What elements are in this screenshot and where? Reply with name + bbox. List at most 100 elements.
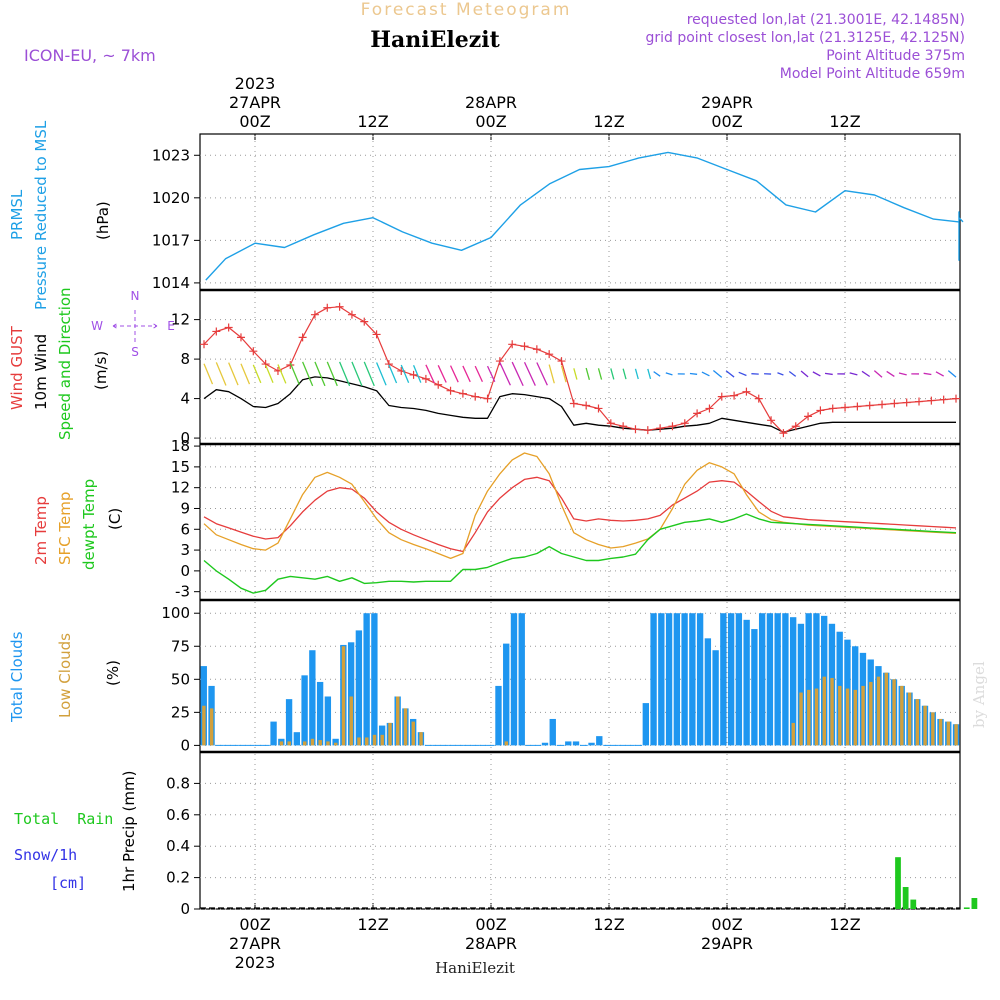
wind-gust-marker [212,327,221,336]
wind-gust-marker [828,404,837,413]
wind-gust-marker [779,429,788,438]
wind-gust-marker [890,399,899,408]
wind-gust-marker [915,397,924,406]
wind-gust-marker [409,370,418,379]
wind-direction-arrow [474,365,484,382]
precip-panel: 0 0.2 0.4 0.6 0.8 [166,754,978,918]
wind-direction-arrow [363,361,375,387]
cloud-low-bar [504,741,509,746]
wind-gust-marker [224,323,233,332]
wind-compass: N S W E [91,289,175,359]
wind-direction-arrow [252,364,262,384]
wind-gust-marker [791,422,800,431]
y-tick-label: 75 [171,637,190,655]
wind-direction-arrow [351,361,363,387]
pressure-unit: (hPa) [94,201,112,240]
top-axis-label: 12Z [357,112,388,131]
cloud-low-bar [372,734,377,746]
y-tick-label: 9 [180,499,190,517]
wind-gust-marker [656,424,665,433]
cloud-low-bar [326,741,330,746]
y-tick-label: 6 [180,520,190,538]
cloud-low-bar [202,705,206,746]
bottom-axis-label: 12Z [593,915,624,934]
cloud-total-bar [650,613,657,746]
wind-gust-marker [520,342,529,351]
wind-direction-arrow [701,371,710,377]
meteogram-subtitle: Forecast Meteogram [361,0,572,20]
credit-text: by Angel [970,661,988,728]
wind-direction-arrow [665,372,673,376]
wind-direction-arrow [647,368,652,380]
cloud-low-bar [349,696,353,746]
y-tick-label: 4 [180,390,190,408]
cloud-low-bar [279,741,284,746]
top-axis-label: 00Z [711,112,742,131]
wind-direction-arrow [898,372,907,376]
wind-direction-arrow [777,372,784,376]
cloud-total-bar [518,613,525,746]
cloud-low-bar [946,721,951,746]
rain-bar [971,898,978,909]
clouds-unit: (%) [104,660,122,686]
top-axis-label: 00Z [239,112,270,131]
wind-direction-arrow [265,364,274,384]
wind-gust-marker [532,345,541,354]
cloud-total-bar [549,718,556,746]
wind-gust-marker [730,391,739,400]
rain-bar [910,899,917,909]
cloud-low-bar [334,742,338,746]
location-title: HaniElezit [370,27,500,53]
wind-gust-marker [952,394,960,403]
wind-direction-arrow [560,365,567,383]
wind-gust-marker [569,399,578,408]
cloud-total-bar [751,629,758,746]
cloud-low-bar [845,688,850,746]
wind-gust-marker [631,425,640,434]
cloud-low-bar [209,708,214,746]
cloud-total-bar [774,613,781,746]
model-name: ICON-EU, ~ 7km [24,46,156,65]
temp-label-sfc: SFC Temp [56,492,74,565]
wind-direction-arrow [689,372,698,375]
cloud-low-bar [861,685,865,746]
y-tick-label: 12 [171,479,190,497]
wind-direction-arrow [597,368,603,380]
wind-direction-arrow [935,371,944,377]
cloud-total-bar [766,613,774,746]
wind-gust-marker [606,419,615,428]
bottom-axis-label: 2023 [235,953,276,972]
cloud-total-bar [743,619,750,746]
wind-direction-arrow [861,370,871,378]
y-tick-label: 1020 [152,189,190,207]
cloud-total-bar [658,613,665,746]
wind-gust-marker [680,419,689,428]
rain-bar [902,887,909,909]
wind-panel: 0 4 8 12 [171,292,960,447]
wind-gust-marker [902,398,911,407]
cloud-total-bar [758,613,766,746]
wind-direction-arrow [326,361,338,387]
wind-gust-marker [446,386,455,395]
wind-unit: (m/s) [92,351,110,390]
wind-gust-marker [767,416,776,425]
wind-gust-marker [286,361,295,370]
info-grid-point: grid point closest lon,lat (21.3125E, 42… [645,30,965,46]
wind-gust-marker [360,317,369,326]
cloud-low-bar [411,721,415,746]
pressure-panel: 1014 1017 1020 1023 [152,136,964,292]
cloud-total-bar [371,613,378,746]
cloud-total-bar [689,613,696,746]
cloud-total-bar [309,650,316,746]
cloud-total-bar [805,613,812,746]
cloud-total-bar [324,696,332,746]
cloud-total-bar [681,613,688,746]
clouds-label-low: Low Clouds [56,633,74,718]
wind-gust-marker [471,392,480,401]
wind-direction-arrow [788,370,797,377]
temp-label-2m: 2m Temp [32,496,50,565]
cloud-low-bar [938,718,943,746]
rain-bar [963,907,970,909]
